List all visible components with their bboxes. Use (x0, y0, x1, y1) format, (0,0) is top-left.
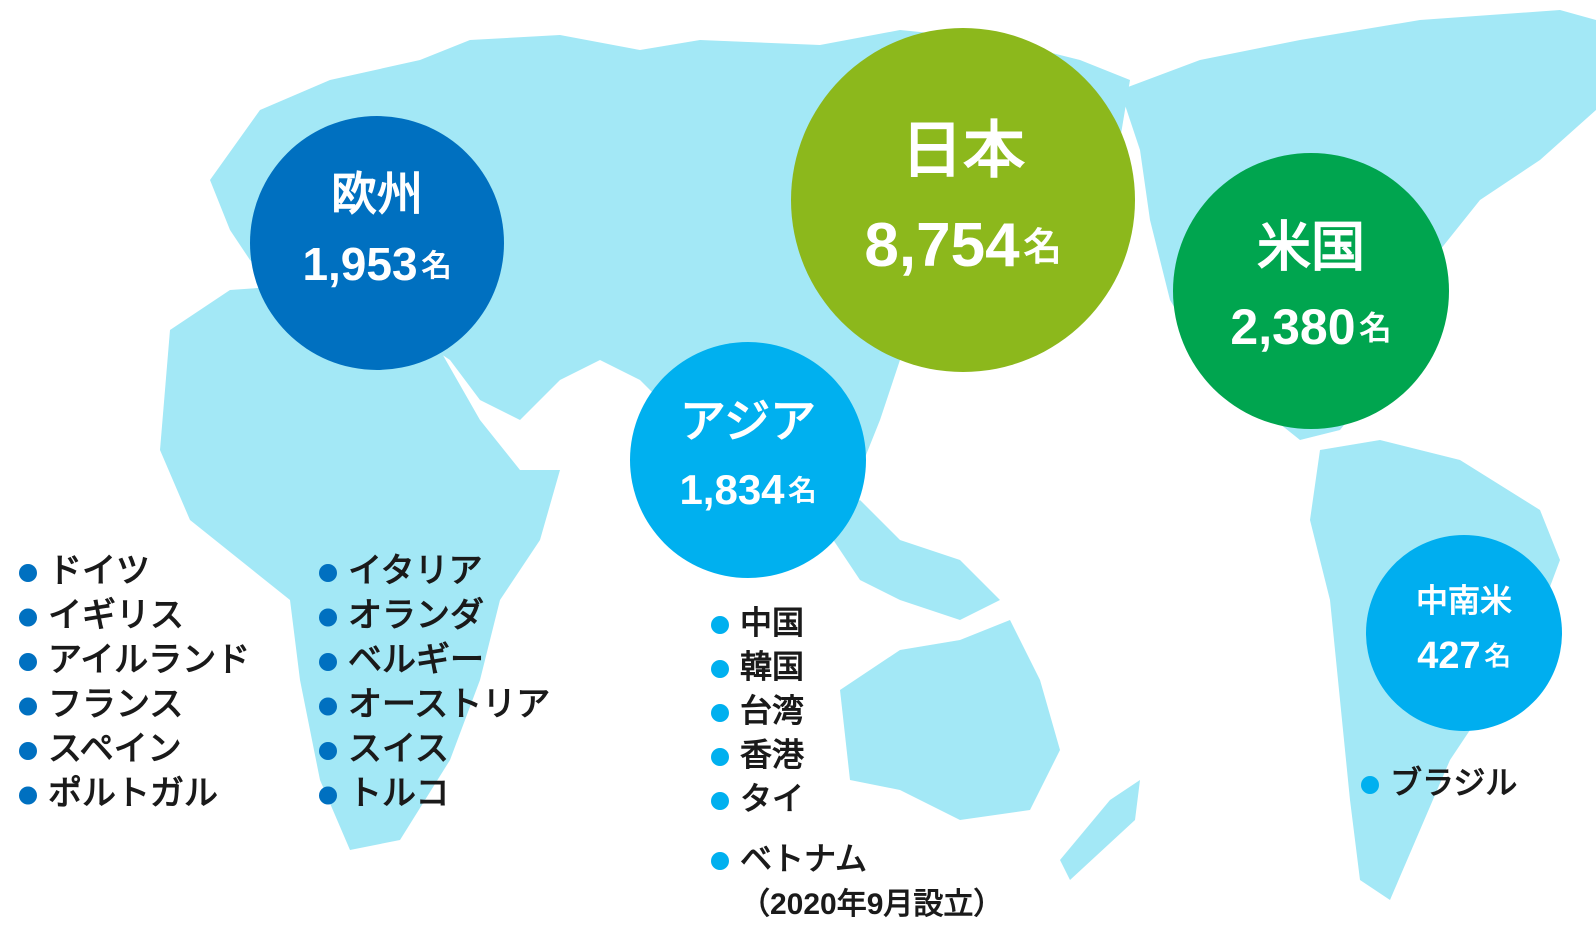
region-name: 中南米 (1416, 582, 1512, 618)
count-number: 427 (1417, 635, 1480, 677)
bullet (19, 653, 37, 671)
australia (840, 620, 1060, 820)
count-unit: 名 (1024, 227, 1062, 269)
count-number: 1,834 (679, 466, 785, 513)
region-bubble (250, 116, 504, 370)
count-unit: 名 (789, 475, 817, 506)
country-name: 中国 (740, 604, 804, 640)
southeast-asia (820, 500, 1000, 620)
region-bubble (791, 28, 1135, 372)
count-number: 1,953 (302, 238, 417, 290)
bullet (711, 748, 729, 766)
country-name: ドイツ (48, 552, 150, 590)
region-bubble (630, 342, 866, 578)
country-name: ブラジル (1390, 764, 1517, 800)
country-name: ベトナム (740, 840, 867, 876)
count-unit: 名 (1484, 641, 1511, 671)
country-name: トルコ (348, 774, 449, 812)
new-zealand (1060, 780, 1140, 880)
africa (160, 285, 560, 850)
country-name: 香港 (740, 736, 805, 772)
country-name: 台湾 (740, 692, 804, 728)
bullet (319, 564, 337, 582)
bullet (319, 697, 337, 716)
country-note: （2020年9月設立） (740, 887, 1003, 921)
region-count: 8,754 名 (864, 211, 1061, 280)
country-name: フランス (48, 685, 183, 723)
country-name: オランダ (348, 596, 484, 634)
country-name: アイルランド (48, 641, 250, 679)
country-name: スイス (348, 730, 449, 768)
region-name: 米国 (1257, 217, 1365, 277)
region-name: アジア (680, 395, 816, 447)
count-unit: 名 (422, 250, 452, 283)
region-count: 1,953 名 (302, 238, 451, 290)
country-name: オーストリア (348, 685, 550, 723)
bullet (19, 608, 37, 627)
country-name: イギリス (48, 596, 184, 634)
region-count: 427 名 (1417, 635, 1510, 677)
bullet (19, 697, 37, 716)
bullet (19, 564, 37, 582)
region-name: 日本 (901, 116, 1026, 185)
country-name: イタリア (348, 552, 483, 590)
bullet (711, 660, 729, 678)
region-bubble (1173, 153, 1449, 429)
region-name: 欧州 (331, 168, 423, 220)
bullet (711, 704, 729, 722)
bullet (319, 608, 337, 627)
bullet (711, 792, 729, 810)
bullet (711, 616, 729, 634)
bullet (319, 786, 337, 805)
region-count: 2,380 名 (1230, 299, 1391, 355)
country-name: スペイン (48, 730, 182, 768)
region-bubble (1366, 535, 1562, 731)
bullet (319, 653, 337, 671)
country-name: ポルトガル (48, 773, 218, 812)
bullet (711, 852, 729, 870)
bullet (19, 742, 37, 760)
count-number: 8,754 (864, 211, 1020, 280)
country-name: ベルギー (348, 641, 484, 679)
count-unit: 名 (1360, 310, 1392, 346)
count-number: 2,380 (1230, 299, 1355, 355)
greenland (1400, 20, 1560, 140)
bullet (1361, 776, 1379, 794)
country-name: タイ (740, 780, 804, 816)
country-name: 韓国 (740, 648, 804, 684)
bullet (319, 742, 337, 760)
bullet (19, 786, 37, 805)
region-count: 1,834 名 (679, 466, 816, 513)
regions: 欧州1,953 名ドイツイギリスアイルランドフランススペインポルトガルイタリアオラ… (19, 28, 1562, 921)
